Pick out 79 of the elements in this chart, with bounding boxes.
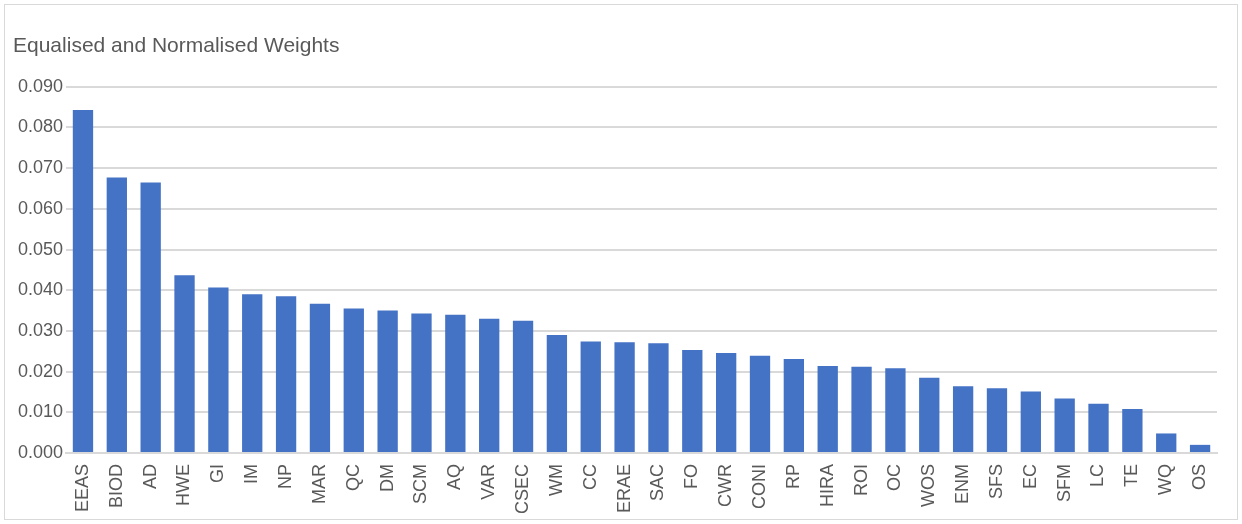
- y-tick-label: 0.020: [18, 360, 64, 381]
- x-tick-label: WOS: [918, 463, 939, 507]
- bar: [580, 341, 601, 452]
- bar: [614, 342, 635, 452]
- bar: [783, 359, 805, 452]
- bar: [1189, 444, 1211, 452]
- x-tick-label: SCM: [410, 463, 431, 504]
- bar: [479, 318, 500, 452]
- y-tick-label: 0.070: [18, 157, 64, 178]
- x-tick-label: MAR: [308, 463, 329, 504]
- bar: [1122, 409, 1143, 452]
- x-tick-label: EEAS: [71, 463, 92, 513]
- x-tick-label: HIRA: [816, 463, 837, 508]
- x-tick-label: DM: [376, 463, 397, 492]
- x-tick-label: WQ: [1155, 463, 1176, 495]
- bar: [1156, 433, 1177, 452]
- bar: [72, 109, 94, 452]
- x-tick-label: CSEC: [512, 463, 533, 515]
- bar: [716, 352, 737, 452]
- x-tick-label: IM: [241, 463, 262, 484]
- x-tick-label: CWR: [715, 463, 736, 507]
- bar: [885, 368, 906, 452]
- bar: [343, 308, 364, 452]
- x-tick-label: CONI: [748, 463, 769, 509]
- bar: [1020, 391, 1041, 452]
- x-tick-label: AD: [139, 463, 160, 490]
- chart-title: Equalised and Normalised Weights: [13, 33, 340, 57]
- y-tick-label: 0.090: [18, 75, 64, 96]
- x-tick-label: VAR: [478, 463, 499, 500]
- bar: [986, 388, 1008, 452]
- bar: [749, 355, 771, 452]
- y-tick-label: 0.050: [18, 238, 64, 259]
- bar: [140, 182, 161, 452]
- bar: [309, 303, 331, 452]
- y-tick-label: 0.010: [18, 401, 64, 422]
- bar: [174, 275, 195, 452]
- bar: [512, 320, 534, 452]
- bar: [377, 310, 398, 452]
- bar: [411, 313, 432, 452]
- bar: [208, 287, 229, 452]
- bar: [851, 366, 872, 452]
- x-tick-label: GI: [207, 463, 228, 484]
- bar: [919, 377, 940, 452]
- x-tick-label: LC: [1087, 463, 1108, 488]
- x-tick-label: OS: [1189, 463, 1210, 491]
- x-tick-label: SFS: [985, 463, 1006, 500]
- x-tick-label: ROI: [850, 463, 871, 497]
- x-tick-label: WM: [545, 463, 566, 496]
- x-tick-label: CC: [579, 463, 600, 490]
- y-tick-label: 0.000: [18, 441, 64, 462]
- bar: [546, 335, 568, 452]
- x-tick-label: ENM: [952, 463, 973, 504]
- bar: [952, 386, 974, 452]
- y-tick-label: 0.030: [18, 319, 64, 340]
- bar: [1054, 398, 1075, 452]
- y-tick-label: 0.040: [18, 279, 64, 300]
- x-tick-label: OC: [884, 463, 905, 491]
- x-tick-label: HWE: [173, 463, 194, 506]
- x-tick-label: EC: [1019, 463, 1040, 490]
- x-tick-label: SFM: [1053, 463, 1074, 502]
- bar: [648, 343, 669, 452]
- bar: [445, 314, 466, 452]
- bar: [1088, 403, 1109, 452]
- y-tick-label: 0.060: [18, 197, 64, 218]
- bar: [106, 177, 127, 452]
- x-tick-label: NP: [275, 463, 296, 490]
- bar: [275, 296, 297, 452]
- y-tick-label: 0.080: [18, 116, 64, 137]
- bar: [682, 350, 703, 452]
- x-tick-label: AQ: [444, 463, 465, 491]
- x-tick-label: RP: [782, 463, 803, 490]
- x-tick-label: SAC: [647, 463, 668, 502]
- x-tick-label: ERAE: [613, 463, 634, 514]
- x-tick-label: TE: [1121, 463, 1142, 488]
- bar: [817, 365, 838, 452]
- x-tick-label: FO: [681, 463, 702, 489]
- x-tick-label: BIOD: [105, 463, 126, 509]
- x-tick-label: QC: [342, 463, 363, 491]
- bar: [242, 294, 263, 452]
